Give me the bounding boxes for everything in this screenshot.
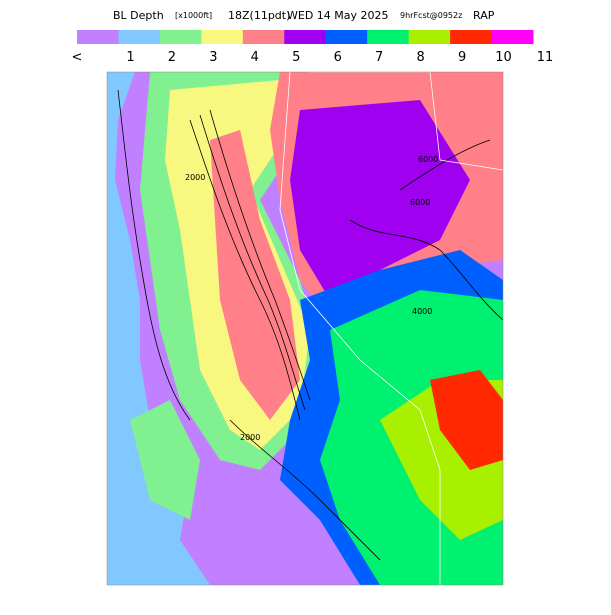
map-frame [106, 71, 504, 586]
colorbar-box [242, 30, 285, 44]
region [430, 370, 503, 470]
title: BL Depth [x1000ft] 18Z(11pdt) WED 14 May… [113, 9, 495, 22]
title-part: BL Depth [113, 9, 164, 22]
contour-label: 2000 [185, 173, 205, 182]
colorbar-box [284, 30, 327, 44]
colorbar-label: 2 [168, 50, 176, 65]
region [210, 130, 300, 420]
title-part: 18Z(11pdt) [228, 9, 290, 22]
title-part: RAP [473, 9, 495, 22]
colorbar-label: 8 [416, 50, 424, 65]
colorbar-box [491, 30, 534, 44]
colorbar-box [201, 30, 244, 44]
contour-label: 2000 [240, 433, 260, 442]
contour-label: 6000 [410, 198, 430, 207]
region [290, 100, 470, 300]
contour-label: 4000 [412, 307, 432, 316]
colorbar-box [118, 30, 161, 44]
title-part: [x1000ft] [175, 11, 212, 20]
colorbar-box [367, 30, 410, 44]
contours [117, 89, 503, 561]
contour-label: 6000 [418, 155, 438, 164]
colorbar-label: 7 [375, 50, 383, 65]
colorbar-label: 1 [126, 50, 134, 65]
title-part: 9hrFcst@0952z [400, 11, 462, 20]
colorbar: <1 2 3 4 5 6 7 8 9 10 11 [72, 30, 554, 65]
colorbar-box [159, 30, 202, 44]
colorbar-label: 9 [458, 50, 466, 65]
colorbar-label: 3 [209, 50, 217, 65]
title-part: WED 14 May 2025 [287, 9, 389, 22]
region [130, 400, 200, 520]
colorbar-box [77, 30, 119, 44]
colorbar-box [325, 30, 368, 44]
map: 6000 6000 4000 2000 2000 [106, 71, 504, 586]
colorbar-label: 11 [537, 50, 554, 65]
colorbar-box [450, 30, 493, 44]
colorbar-label: 10 [495, 50, 512, 65]
borders [279, 72, 503, 585]
colorbar-box [408, 30, 451, 44]
colorbar-label: 5 [292, 50, 300, 65]
colorbar-label: 6 [334, 50, 342, 65]
colorbar-label: 4 [251, 50, 259, 65]
colorbar-label: < [72, 50, 83, 65]
